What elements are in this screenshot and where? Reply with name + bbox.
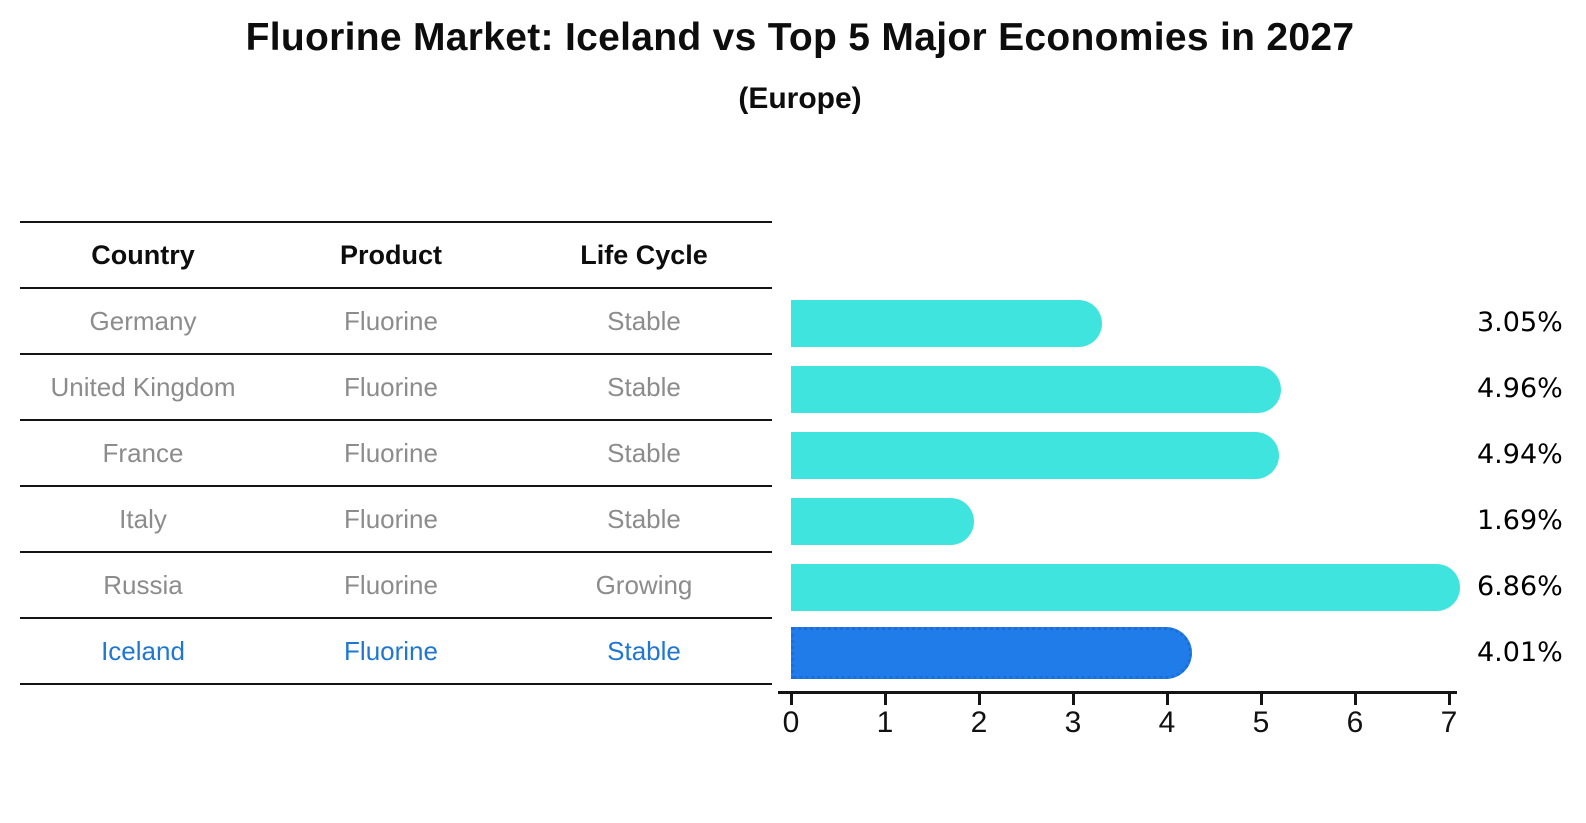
bar-italy: [791, 497, 974, 545]
column-header-product: Product: [339, 239, 442, 270]
table-row: France Fluorine Stable: [20, 421, 772, 487]
x-axis-tick: [977, 694, 981, 705]
table-body: Germany Fluorine Stable United Kingdom Fluor…: [20, 289, 772, 685]
country-cell: United Kingdom: [50, 371, 236, 402]
x-axis-tick-label: 7: [1440, 706, 1458, 739]
country-cell: Germany: [89, 305, 197, 336]
value-label: 1.69%: [1477, 505, 1563, 536]
value-label: 4.96%: [1477, 373, 1563, 404]
table-header-row: Country Product Life Cycle: [20, 223, 772, 289]
value-label: 3.05%: [1477, 307, 1563, 338]
column-header-country: Country: [91, 239, 195, 270]
x-axis-tick-label: 5: [1252, 706, 1270, 739]
x-axis-tick: [1353, 694, 1357, 705]
table-row: United Kingdom Fluorine Stable: [20, 355, 772, 421]
product-cell: Fluorine: [344, 305, 438, 336]
bar-russia: [791, 563, 1460, 611]
country-cell: Russia: [103, 569, 183, 600]
bar-united-kingdom: [791, 365, 1282, 413]
life-cycle-cell: Growing: [595, 569, 693, 600]
product-cell: Fluorine: [344, 371, 438, 402]
x-axis-tick: [1447, 694, 1451, 705]
country-cell: France: [102, 437, 184, 468]
country-cell: Italy: [119, 503, 167, 534]
x-axis-tick-label: 6: [1346, 706, 1364, 739]
x-axis-tick-label: 2: [970, 706, 988, 739]
country-table: Country Product Life Cycle Germany Fluori…: [20, 221, 772, 685]
x-axis-tick: [883, 694, 887, 705]
x-axis-tick-label: 4: [1158, 706, 1176, 739]
life-cycle-cell: Stable: [607, 305, 681, 336]
bar-france: [791, 431, 1280, 479]
life-cycle-cell: Stable: [607, 503, 681, 534]
life-cycle-cell: Stable: [607, 371, 681, 402]
product-cell: Fluorine: [344, 503, 438, 534]
x-axis-tick: [1071, 694, 1075, 705]
value-label: 4.01%: [1477, 637, 1563, 668]
x-axis-line: [778, 691, 1457, 694]
x-axis-tick-label: 0: [782, 706, 800, 739]
x-axis-tick: [789, 694, 793, 705]
x-axis-tick: [1165, 694, 1169, 705]
table-row: Italy Fluorine Stable: [20, 487, 772, 553]
table-row: Iceland Fluorine Stable: [20, 619, 772, 685]
x-axis-tick-label: 3: [1064, 706, 1082, 739]
country-cell: Iceland: [101, 635, 185, 666]
column-header-life-cycle: Life Cycle: [580, 239, 708, 270]
product-cell: Fluorine: [344, 437, 438, 468]
bar-germany: [791, 299, 1102, 347]
chart-title: Fluorine Market: Iceland vs Top 5 Major …: [245, 16, 1355, 59]
value-label: 4.94%: [1477, 439, 1563, 470]
x-axis-tick: [1259, 694, 1263, 705]
x-axis-tick-label: 1: [876, 706, 894, 739]
product-cell: Fluorine: [344, 569, 438, 600]
bar-iceland: [791, 627, 1192, 679]
chart-subtitle: (Europe): [738, 82, 862, 115]
table-row: Germany Fluorine Stable: [20, 289, 772, 355]
product-cell: Fluorine: [344, 635, 438, 666]
life-cycle-cell: Stable: [607, 635, 681, 666]
life-cycle-cell: Stable: [607, 437, 681, 468]
table-row: Russia Fluorine Growing: [20, 553, 772, 619]
value-label: 6.86%: [1477, 571, 1563, 602]
